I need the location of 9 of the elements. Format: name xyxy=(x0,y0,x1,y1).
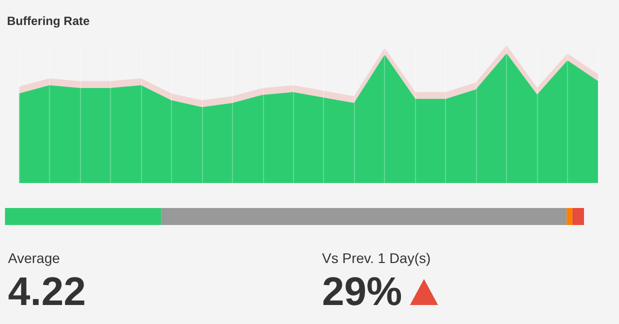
bar xyxy=(572,208,584,225)
text: 4.22 xyxy=(8,270,86,314)
bar xyxy=(566,208,572,225)
text: 29% xyxy=(322,270,402,314)
bar xyxy=(5,208,162,225)
chart-title: Buffering Rate xyxy=(7,14,90,28)
text: Vs Prev. 1 Day(s) xyxy=(322,250,432,266)
text: Average xyxy=(8,250,61,266)
bar xyxy=(161,208,567,225)
